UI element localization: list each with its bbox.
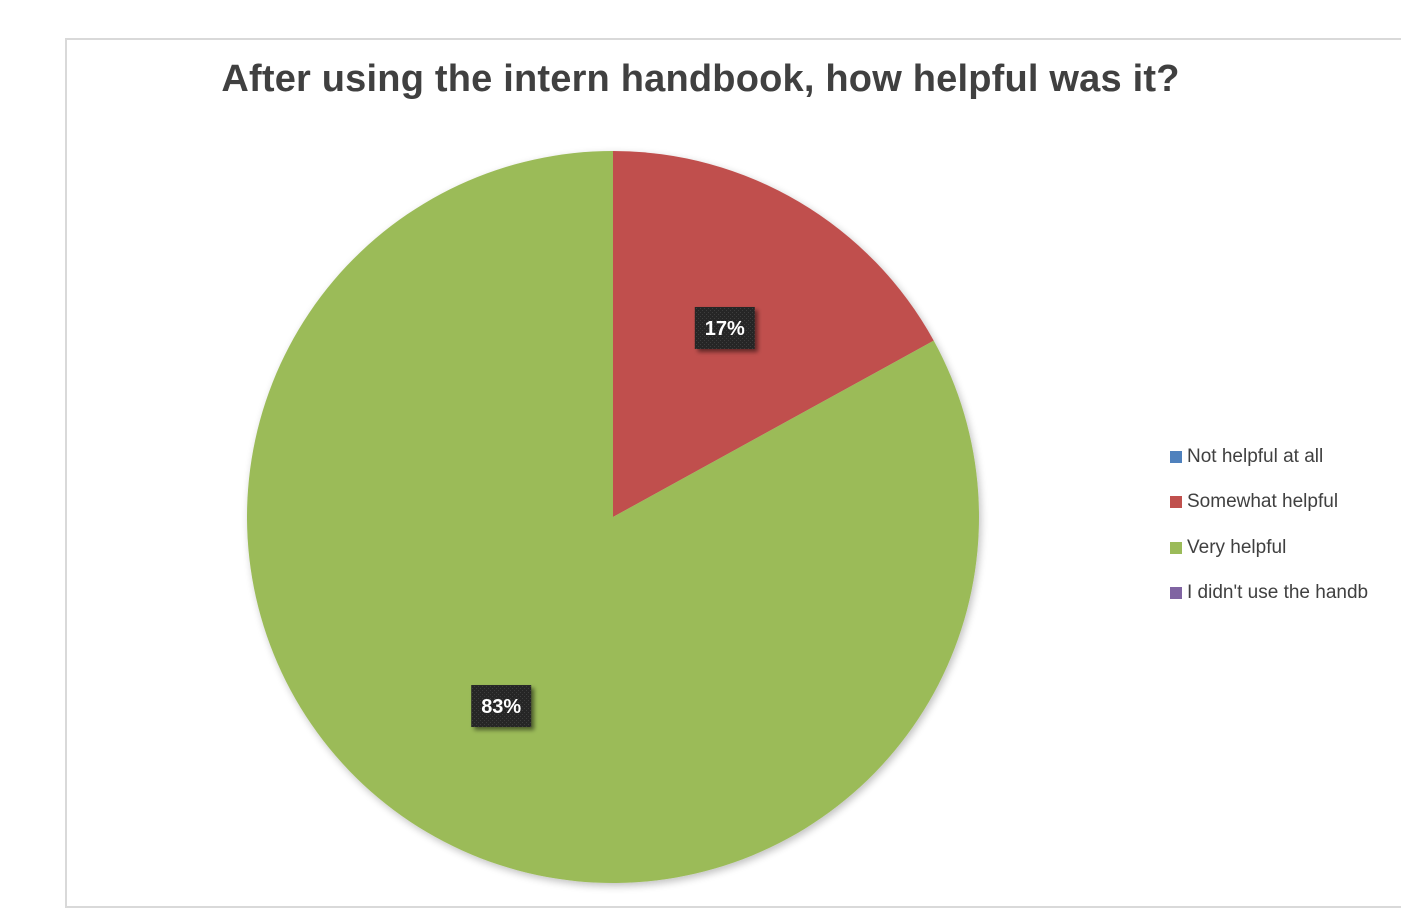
legend-swatch [1170, 587, 1182, 600]
legend-item-not-helpful-at-all: Not helpful at all [1170, 434, 1401, 480]
data-label-text: 17% [705, 318, 745, 340]
legend-label: Somewhat helpful [1187, 491, 1339, 513]
legend-item-i-didn-t-use-the-handb: I didn't use the handb [1170, 571, 1401, 617]
pie-data-labels: 17% 83% [471, 306, 755, 728]
legend-label: Not helpful at all [1187, 445, 1324, 467]
chart-legend: Not helpful at all Somewhat helpful Very h… [1170, 434, 1401, 616]
data-label-very-helpful: 83% [471, 685, 532, 728]
legend-swatch [1170, 496, 1182, 509]
legend-item-very-helpful: Very helpful [1170, 525, 1401, 571]
legend-item-somewhat-helpful: Somewhat helpful [1170, 480, 1401, 526]
data-label-box [471, 685, 532, 728]
data-label-text: 83% [481, 696, 521, 718]
legend-label: Very helpful [1187, 536, 1287, 558]
pie-slice-somewhat-helpful [613, 151, 934, 517]
legend-swatch [1170, 541, 1182, 554]
data-label-box [694, 306, 755, 349]
legend-swatch [1170, 450, 1182, 463]
data-label-somewhat-helpful: 17% [694, 306, 755, 349]
chart-title: After using the intern handbook, how hel… [221, 58, 1180, 100]
legend-label: I didn't use the handb [1187, 582, 1369, 604]
pie-slices [246, 151, 979, 883]
pie-slice-very-helpful [246, 151, 979, 883]
